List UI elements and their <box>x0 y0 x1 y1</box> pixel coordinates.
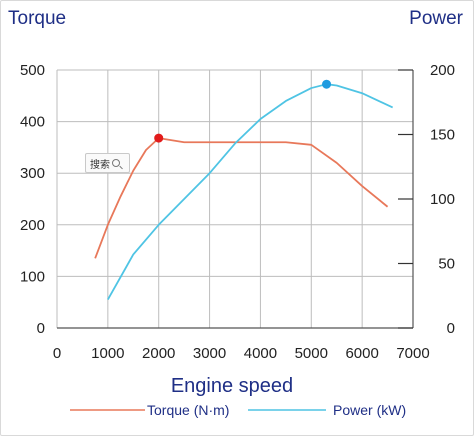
y-left-tick-label: 400 <box>20 114 45 131</box>
search-icon <box>112 159 120 167</box>
y-left-tick-label: 500 <box>20 62 45 79</box>
y-right-tick-label: 50 <box>438 256 455 273</box>
x-tick-label: 7000 <box>396 345 429 362</box>
y-left-tick-label: 300 <box>20 165 45 182</box>
left-axis-title: Torque <box>8 8 66 29</box>
y-right-tick-label: 0 <box>447 320 455 337</box>
x-tick-label: 6000 <box>345 345 378 362</box>
axis-ticks: 0 1000 2000 3000 4000 5000 6000 700001002003004… <box>20 62 455 362</box>
x-tick-label: 2000 <box>142 345 175 362</box>
search-tooltip[interactable]: 搜索 <box>85 153 130 173</box>
y-left-tick-label: 200 <box>20 217 45 234</box>
legend-label-power: Power (kW) <box>333 402 406 418</box>
x-tick-label: 4000 <box>244 345 277 362</box>
x-tick-label: 0 <box>53 345 61 362</box>
right-axis-title: Power <box>409 8 464 29</box>
power-peak-marker <box>322 79 332 89</box>
gridlines <box>56 69 414 329</box>
legend-label-torque: Torque (N·m) <box>147 402 229 418</box>
y-right-tick-label: 100 <box>430 191 455 208</box>
search-tooltip-label: 搜索 <box>90 159 110 171</box>
y-left-tick-label: 100 <box>20 268 45 285</box>
torque-line <box>94 137 389 259</box>
series-lines <box>94 79 394 301</box>
power-line <box>107 83 394 301</box>
y-right-tick-label: 150 <box>430 127 455 144</box>
torque-peak-marker <box>154 133 164 143</box>
x-tick-label: 1000 <box>91 345 124 362</box>
x-tick-label: 5000 <box>295 345 328 362</box>
legend: Torque (N·m) Power (kW) <box>70 402 406 418</box>
x-axis-title: Engine speed <box>171 375 293 397</box>
x-tick-label: 3000 <box>193 345 226 362</box>
y-right-tick-label: 200 <box>430 62 455 79</box>
y-left-tick-label: 0 <box>37 320 45 337</box>
